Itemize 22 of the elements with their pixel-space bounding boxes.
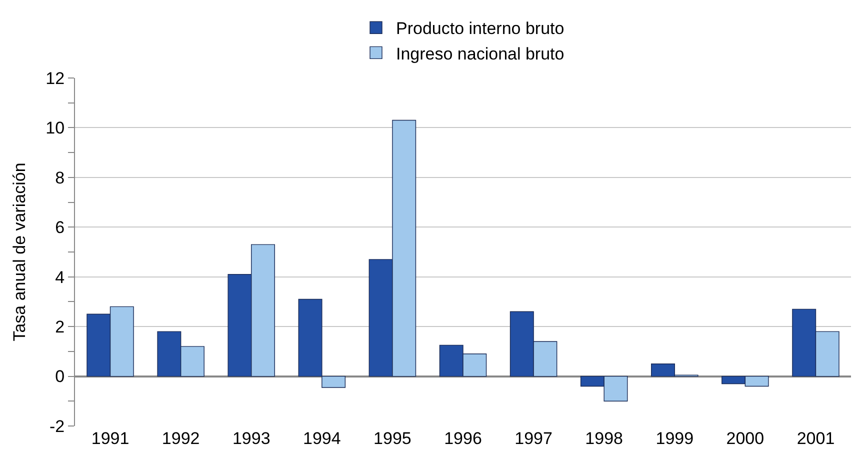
y-tick-label: 12 <box>46 68 65 88</box>
y-tick-label: -2 <box>49 416 65 436</box>
x-tick-label: 1993 <box>232 429 270 448</box>
y-tick-label: 2 <box>55 318 65 337</box>
x-tick-label: 2001 <box>796 429 835 448</box>
x-tick-label: 1997 <box>514 429 552 448</box>
x-tick-label: 1994 <box>302 429 341 448</box>
y-tick-label: 4 <box>55 268 65 287</box>
legend-label: Ingreso nacional bruto <box>396 44 564 64</box>
x-tick-label: 1996 <box>444 429 482 448</box>
x-tick-label: 1995 <box>374 429 412 448</box>
x-tick-label: 1998 <box>585 429 624 448</box>
x-tick-label: 1991 <box>91 429 130 448</box>
x-tick-label: 1992 <box>162 429 200 448</box>
y-tick-label: 10 <box>46 118 65 138</box>
y-tick-label: 6 <box>55 218 65 238</box>
legend-label: Producto interno bruto <box>396 19 564 38</box>
x-tick-label: 2000 <box>726 429 764 448</box>
y-axis-title: Tasa anual de variación <box>10 162 30 342</box>
y-tick-label: 0 <box>55 367 65 386</box>
y-tick-label: 8 <box>55 168 65 188</box>
x-tick-label: 1999 <box>656 429 694 448</box>
